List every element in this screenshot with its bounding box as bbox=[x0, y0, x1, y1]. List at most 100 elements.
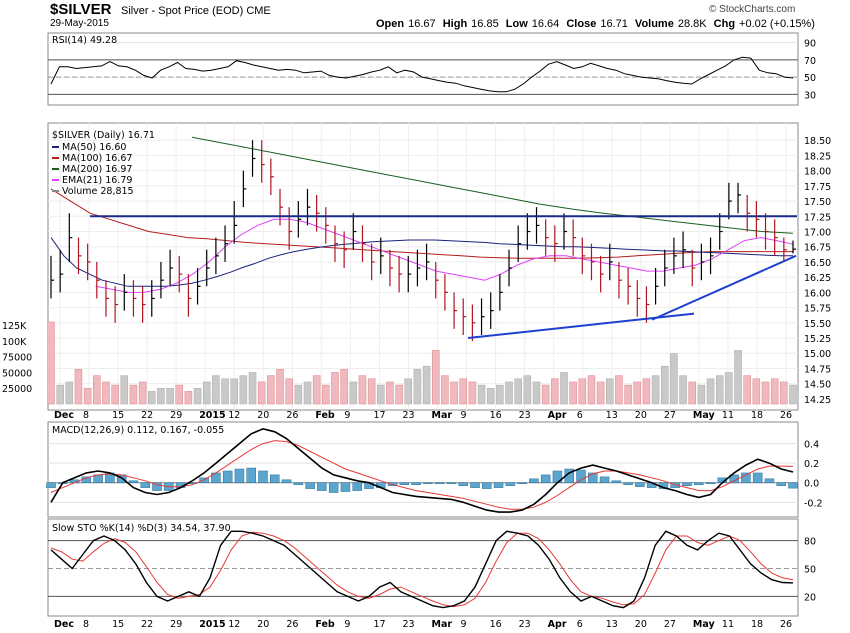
volume-bar bbox=[743, 375, 751, 405]
x-axis-label-bottom: Apr bbox=[548, 619, 567, 630]
x-axis-label: 23 bbox=[402, 410, 414, 421]
volume-bar bbox=[395, 384, 403, 405]
volume-bar bbox=[633, 381, 642, 405]
volume-bar bbox=[651, 375, 660, 405]
x-axis-label-bottom: Feb bbox=[315, 619, 335, 630]
volume-bar bbox=[148, 391, 156, 405]
volume-bar bbox=[477, 384, 486, 405]
x-axis-label-bottom: 11 bbox=[722, 619, 734, 630]
volume-bar bbox=[715, 375, 724, 405]
macd-tick-label: 0.2 bbox=[804, 459, 819, 470]
x-axis-label-bottom: 18 bbox=[751, 619, 763, 630]
volume-bar bbox=[83, 387, 92, 405]
macd-tick-label: 0.4 bbox=[804, 440, 819, 451]
sto-k-line bbox=[50, 530, 794, 609]
x-axis-label-bottom: Mar bbox=[432, 619, 453, 630]
chart-date: 29-May-2015 bbox=[50, 18, 109, 29]
volume-bar bbox=[138, 381, 147, 405]
price-tick-label: 18.50 bbox=[804, 136, 831, 147]
x-axis-label-bottom: 12 bbox=[228, 619, 240, 630]
volume-bar bbox=[679, 375, 687, 405]
x-axis-label: 26 bbox=[780, 410, 792, 421]
volume-bar bbox=[422, 365, 431, 405]
volume-bar bbox=[93, 375, 101, 405]
price-tick-label: 17.50 bbox=[804, 197, 831, 208]
macd-histogram-bar bbox=[694, 482, 704, 485]
volume-bar bbox=[377, 384, 385, 405]
ma200-line bbox=[191, 136, 794, 234]
price-title: $SILVER (Daily) 16.71 bbox=[52, 130, 155, 141]
volume-bar bbox=[578, 378, 587, 405]
volume-bar bbox=[624, 384, 632, 405]
macd-histogram-bar bbox=[293, 482, 304, 485]
price-tick-label: 15.75 bbox=[804, 304, 831, 315]
volume-bar bbox=[551, 378, 559, 405]
macd-histogram-bar bbox=[222, 470, 233, 483]
open-value: 16.67 bbox=[408, 18, 436, 30]
volume-bar bbox=[166, 387, 174, 405]
macd-histogram-bar bbox=[776, 482, 786, 486]
volume-bar bbox=[303, 381, 312, 405]
price-tick-label: 18.25 bbox=[804, 151, 831, 162]
volume-bar bbox=[523, 375, 532, 405]
volume-bar bbox=[340, 369, 348, 405]
rsi-tick-label: 90 bbox=[804, 39, 816, 50]
volume-bar bbox=[193, 387, 202, 405]
open-label: Open bbox=[376, 18, 405, 30]
exchange-label: CME bbox=[246, 5, 271, 17]
macd-histogram-bar bbox=[317, 482, 327, 491]
macd-histogram-bar bbox=[788, 482, 798, 489]
macd-histogram-bar bbox=[517, 482, 527, 484]
rsi-tick-label: 50 bbox=[804, 73, 816, 84]
macd-histogram-bar bbox=[352, 482, 362, 491]
x-axis-label: 16 bbox=[490, 410, 502, 421]
volume-bar bbox=[294, 384, 303, 405]
volume-bar bbox=[441, 375, 449, 405]
volume-bar bbox=[358, 375, 367, 405]
macd-histogram-bar bbox=[458, 482, 468, 486]
volume-bar bbox=[706, 378, 715, 405]
volume-bar bbox=[129, 384, 138, 405]
x-axis-label: 12 bbox=[228, 410, 240, 421]
x-axis-label-bottom: 22 bbox=[141, 619, 153, 630]
volume-bar bbox=[367, 378, 376, 405]
macd-histogram-bar bbox=[258, 470, 268, 483]
volume-bar bbox=[276, 369, 284, 405]
macd-histogram-bar bbox=[128, 480, 139, 483]
macd-title: MACD(12,26,9) 0.112, 0.167, -0.055 bbox=[52, 425, 224, 436]
x-axis-label: 17 bbox=[373, 410, 385, 421]
macd-tick-label: 0.0 bbox=[804, 479, 819, 490]
x-axis-label-bottom: 16 bbox=[490, 619, 502, 630]
x-axis-label-bottom: 8 bbox=[83, 619, 89, 630]
rsi-tick-label: 30 bbox=[804, 90, 816, 101]
volume-bar bbox=[74, 369, 83, 405]
x-axis-label: 27 bbox=[664, 410, 676, 421]
volume-bar bbox=[541, 384, 550, 405]
x-axis-label-bottom: May bbox=[693, 619, 716, 630]
volume-bar bbox=[184, 391, 193, 405]
x-axis-label: 26 bbox=[286, 410, 298, 421]
volume-tick-label: 50000 bbox=[2, 368, 32, 379]
sto-tick-label: 20 bbox=[804, 592, 816, 603]
price-tick-label: 14.25 bbox=[804, 395, 831, 406]
x-axis-label-bottom: Dec bbox=[54, 619, 74, 630]
legend-entry: MA(200) 16.97 bbox=[62, 164, 132, 175]
x-axis-label: 15 bbox=[112, 410, 124, 421]
chg-label: Chg bbox=[713, 18, 736, 30]
volume-bar bbox=[111, 384, 119, 405]
high-value: 16.85 bbox=[471, 18, 499, 30]
price-tick-label: 16.75 bbox=[804, 243, 831, 254]
volume-bar bbox=[468, 381, 477, 405]
x-axis-label-bottom: 6 bbox=[577, 619, 583, 630]
x-axis-label-bottom: 13 bbox=[606, 619, 618, 630]
x-axis-label-bottom: 29 bbox=[170, 619, 182, 630]
x-axis-label: 13 bbox=[606, 410, 618, 421]
macd-histogram-bar bbox=[246, 467, 256, 483]
macd-histogram-bar bbox=[281, 479, 292, 483]
volume-bar bbox=[697, 384, 706, 405]
volume-bar bbox=[239, 375, 248, 405]
volume-bar bbox=[569, 381, 577, 405]
volume-bar bbox=[752, 378, 761, 405]
x-axis-label-bottom: 2015 bbox=[199, 619, 225, 630]
